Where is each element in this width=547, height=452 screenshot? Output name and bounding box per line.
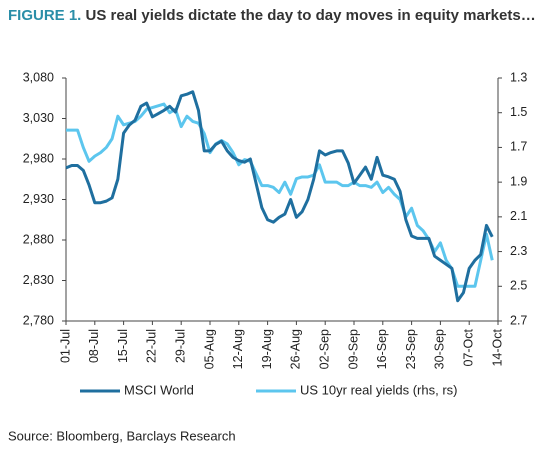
x-tick-label: 16-Sep	[375, 329, 389, 369]
figure-label: FIGURE 1.	[8, 7, 82, 24]
x-tick-label: 09-Sep	[346, 329, 360, 369]
x-tick-label: 19-Aug	[260, 329, 274, 369]
title-block: FIGURE 1. US real yields dictate the day…	[8, 5, 538, 26]
x-tick-label: 07-Oct	[461, 328, 475, 366]
x-tick-label: 22-Jul	[145, 329, 159, 363]
x-tick-label: 29-Jul	[173, 329, 187, 363]
legend-label: US 10yr real yields (rhs, rs)	[300, 382, 457, 397]
x-tick-label: 30-Sep	[433, 329, 447, 369]
y2-tick-label: 2.5	[510, 279, 527, 293]
y-tick-label: 2,780	[23, 313, 54, 327]
y-tick-label: 2,830	[23, 273, 54, 287]
x-tick-label: 02-Sep	[317, 329, 331, 369]
y2-tick-label: 1.9	[510, 174, 527, 188]
x-tick-label: 23-Sep	[404, 329, 418, 369]
x-tick-label: 12-Aug	[231, 329, 245, 369]
y-tick-label: 2,930	[23, 192, 54, 206]
y-tick-label: 2,980	[23, 151, 54, 165]
legend-label: MSCI World	[124, 382, 194, 397]
x-tick-label: 08-Jul	[87, 329, 101, 363]
x-tick-label: 14-Oct	[490, 328, 504, 366]
y2-tick-label: 1.7	[510, 140, 527, 154]
series-line	[65, 90, 494, 303]
y2-tick-label: 2.1	[510, 209, 527, 223]
y2-tick-label: 2.7	[510, 313, 527, 327]
y2-tick-label: 1.5	[510, 105, 527, 119]
x-tick-label: 15-Jul	[116, 329, 130, 363]
x-tick-label: 01-Jul	[58, 329, 72, 363]
source: Source: Bloomberg, Barclays Research	[8, 428, 236, 443]
y-tick-label: 2,880	[23, 232, 54, 246]
x-tick-label: 26-Aug	[289, 329, 303, 369]
series-line	[66, 102, 494, 288]
y2-tick-label: 1.3	[510, 70, 527, 84]
y-tick-label: 3,030	[23, 111, 54, 125]
x-tick-label: 05-Aug	[202, 329, 216, 369]
y-tick-label: 3,080	[23, 70, 54, 84]
chart-title: US real yields dictate the day to day mo…	[85, 7, 536, 24]
y2-tick-label: 2.3	[510, 244, 527, 258]
